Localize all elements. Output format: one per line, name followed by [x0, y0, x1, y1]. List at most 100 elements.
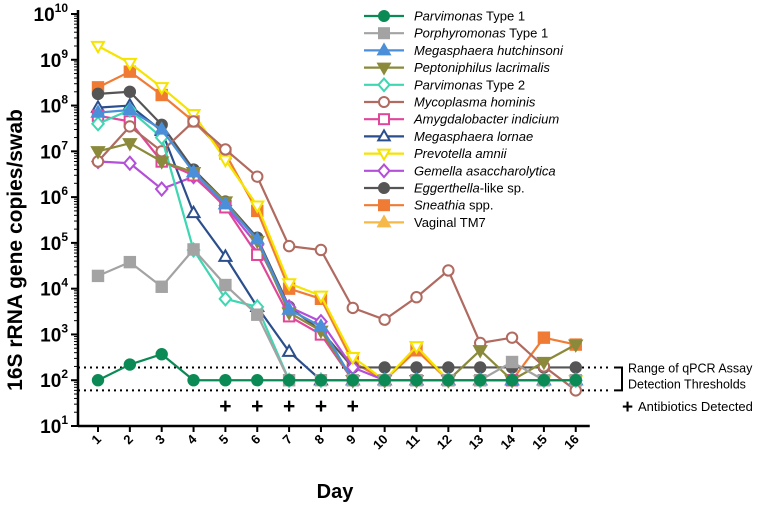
x-tick-label: 16 — [561, 432, 582, 453]
legend-item: Amygdalobacter indicium — [364, 112, 559, 127]
data-point — [505, 374, 519, 387]
data-point — [442, 264, 455, 277]
data-point — [90, 146, 106, 160]
data-point — [91, 269, 105, 283]
antibiotics-plus: + — [315, 395, 327, 418]
legend-marker — [377, 163, 391, 179]
data-point — [249, 200, 265, 214]
data-point — [282, 374, 296, 387]
data-point — [91, 87, 105, 101]
data-point — [313, 318, 329, 332]
data-point — [90, 115, 106, 132]
y-tick-label: 104 — [40, 276, 68, 301]
data-point — [187, 115, 200, 128]
threshold-label: Range of qPCR Assay — [628, 361, 753, 375]
data-point — [187, 374, 200, 387]
legend-item: Vaginal TM7 — [364, 214, 486, 230]
x-tick-label: 11 — [402, 432, 422, 452]
data-point — [122, 57, 138, 72]
data-point — [313, 290, 329, 305]
threshold-label: Detection Thresholds — [628, 377, 746, 391]
x-tick-label: 10 — [370, 432, 391, 453]
data-point — [155, 348, 168, 361]
legend-item: Peptoniphilus lacrimalis — [364, 60, 550, 76]
series-line — [97, 352, 576, 382]
y-tick-label: 102 — [40, 367, 68, 392]
x-tick-label: 4 — [184, 431, 200, 447]
legend-marker — [376, 62, 392, 76]
data-point — [123, 85, 137, 98]
data-point — [282, 239, 296, 253]
y-tick-label: 109 — [40, 47, 68, 72]
legend-label: Eggerthella-like sp. — [414, 181, 525, 196]
data-point — [90, 40, 106, 55]
legend-marker — [376, 128, 392, 142]
data-point — [217, 248, 234, 262]
antibiotics-plus: + — [219, 395, 231, 418]
data-point — [185, 204, 202, 219]
legend-marker — [378, 113, 390, 126]
data-point — [378, 361, 391, 374]
y-tick-label: 105 — [40, 230, 68, 255]
data-point — [281, 278, 297, 292]
x-tick-label: 6 — [248, 432, 264, 448]
legend-marker — [376, 148, 392, 162]
legend: Parvimonas Type 1 Porphyromonas Type 1 Meg… — [364, 9, 564, 230]
data-point — [122, 101, 138, 116]
data-point — [122, 155, 137, 172]
antibiotics-legend-symbol: + — [622, 397, 633, 418]
data-point — [281, 301, 297, 315]
legend-marker — [376, 214, 392, 228]
legend-marker — [376, 42, 392, 56]
data-point — [314, 243, 328, 257]
data-point — [410, 374, 423, 387]
data-point — [187, 243, 200, 256]
data-point — [505, 355, 519, 369]
legend-item: Sneathia spp. — [364, 198, 494, 213]
threshold-bracket — [614, 366, 623, 392]
data-point — [219, 143, 232, 156]
x-tick-label: 14 — [497, 431, 518, 452]
legend-marker — [378, 199, 390, 212]
legend-item: Parvimonas Type 2 — [364, 77, 525, 93]
legend-item: Gemella asaccharolytica — [364, 163, 556, 179]
data-point — [410, 291, 423, 304]
data-point — [568, 339, 584, 353]
x-tick-label: 1 — [88, 432, 104, 448]
data-point — [153, 121, 170, 135]
x-tick-label: 2 — [120, 432, 136, 448]
data-point — [442, 361, 455, 374]
legend-item: Mycoplasma hominis — [364, 95, 536, 110]
data-point — [155, 280, 168, 293]
x-tick-label: 9 — [343, 432, 359, 448]
legend-label: Sneathia spp. — [414, 198, 494, 213]
data-point — [346, 301, 359, 315]
legend-marker — [378, 10, 390, 22]
y-tick-label: 103 — [40, 321, 68, 346]
data-point — [217, 195, 234, 210]
antibiotics-plus: + — [283, 395, 295, 418]
data-point — [410, 361, 423, 374]
series-line — [97, 90, 576, 369]
legend-item: Megasphaera hutchinsoni — [364, 42, 564, 58]
legend-marker — [378, 182, 390, 194]
data-point — [346, 374, 359, 387]
data-point — [154, 181, 169, 198]
x-tick-label: 7 — [279, 432, 295, 448]
data-point — [219, 278, 232, 292]
y-tick-label: 106 — [40, 184, 68, 209]
legend-item: Megasphaera lornae — [364, 128, 533, 144]
legend-label: Vaginal TM7 — [414, 215, 486, 230]
data-point — [123, 120, 137, 133]
data-point — [537, 331, 551, 344]
data-point — [153, 156, 170, 170]
data-point — [314, 374, 328, 387]
data-point — [185, 163, 202, 178]
x-tick-label: 15 — [529, 432, 550, 453]
data-point — [122, 138, 138, 152]
data-point — [378, 313, 391, 326]
y-tick-label: 107 — [40, 138, 68, 163]
data-point — [474, 361, 487, 374]
data-point — [153, 82, 170, 96]
